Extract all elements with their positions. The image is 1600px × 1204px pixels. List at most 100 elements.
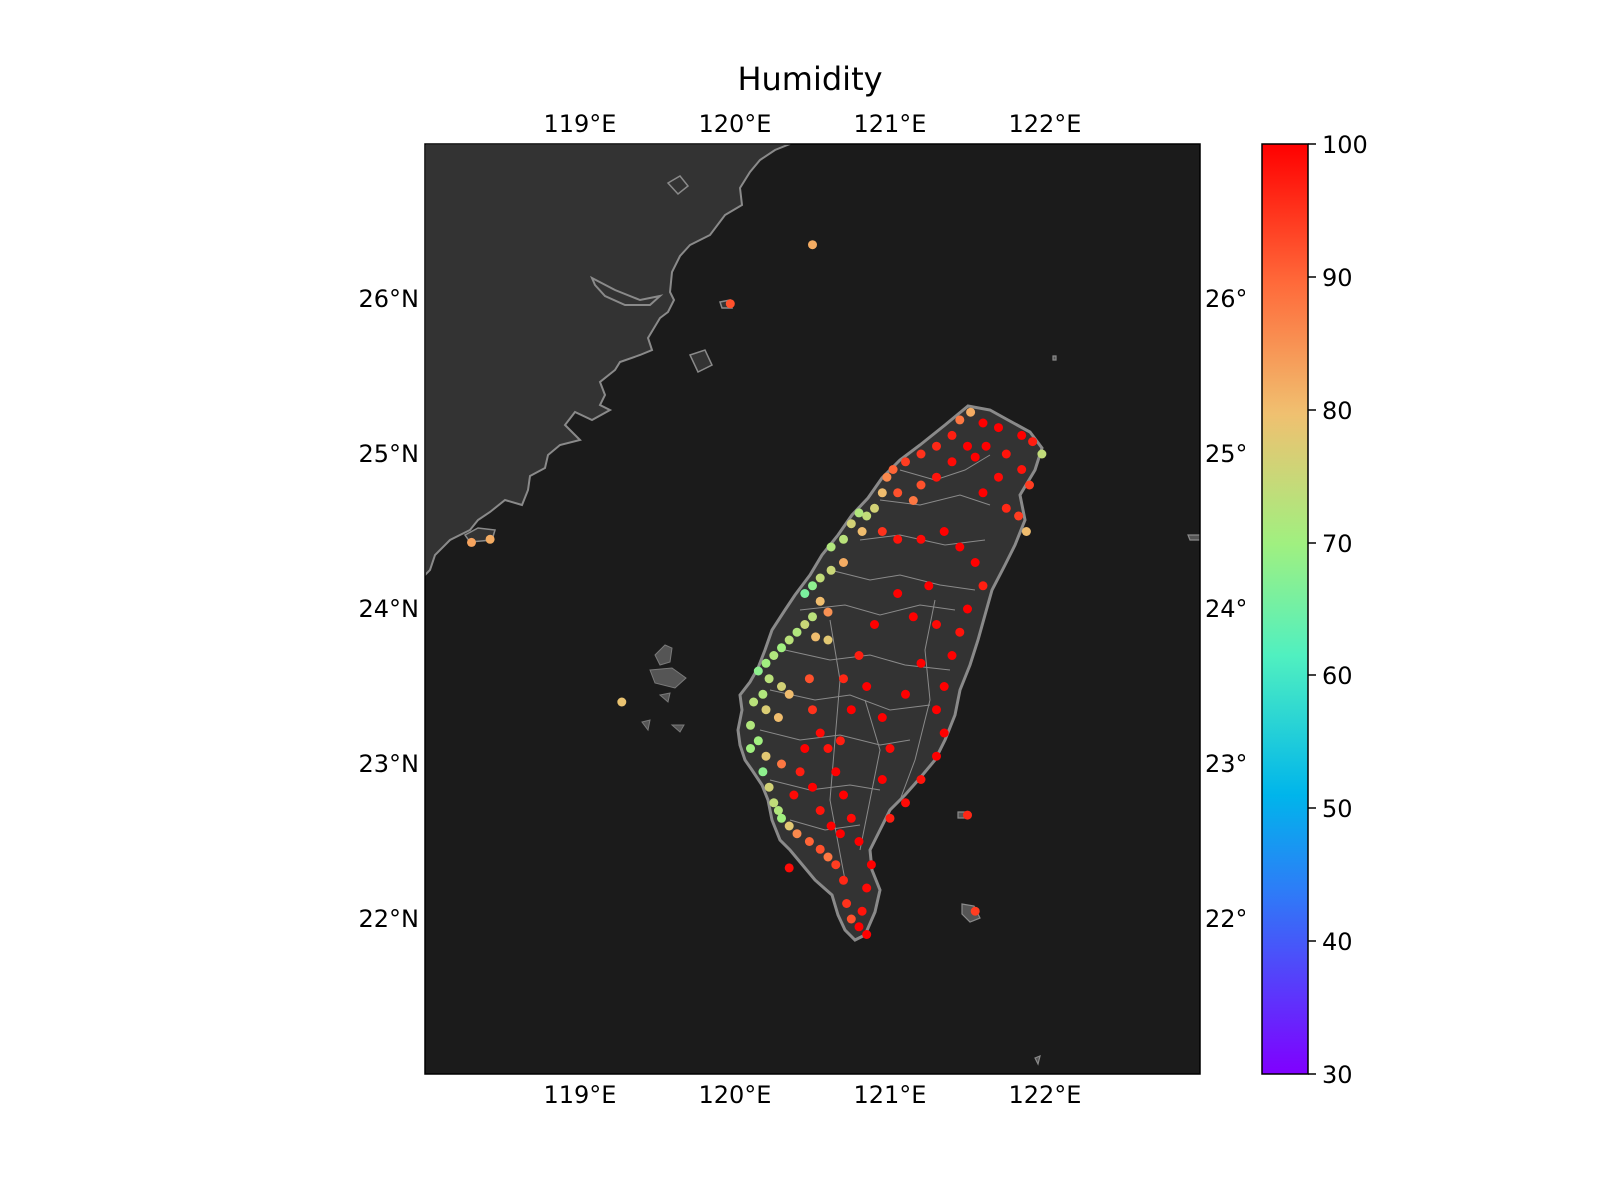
station-point-9 — [955, 415, 965, 425]
station-point-100 — [823, 852, 833, 862]
station-point-23 — [981, 441, 991, 451]
station-point-102 — [839, 875, 848, 885]
station-point-75 — [777, 643, 786, 653]
lon-tick-top-3: 121°E — [854, 110, 927, 138]
station-point-133 — [800, 744, 810, 753]
station-point-36 — [893, 488, 903, 498]
station-point-1 — [725, 299, 735, 309]
lon-tick-bottom-2: 120°E — [699, 1081, 772, 1109]
station-point-12 — [1017, 430, 1027, 440]
lon-tick-top-4: 122°E — [1009, 110, 1082, 138]
lon-tick-bottom-4: 122°E — [1009, 1081, 1082, 1109]
colorbar-tick-80: 80 — [1322, 397, 1353, 425]
station-point-37 — [877, 488, 887, 498]
station-point-104 — [846, 914, 856, 924]
station-point-113 — [831, 767, 841, 777]
station-point-16 — [932, 441, 941, 451]
station-point-58 — [932, 751, 941, 761]
station-point-50 — [970, 558, 980, 567]
station-point-51 — [978, 581, 988, 591]
station-point-84 — [761, 705, 771, 715]
station-point-117 — [804, 674, 814, 684]
station-point-125 — [916, 658, 926, 668]
station-point-13 — [1028, 437, 1038, 447]
station-point-124 — [901, 689, 910, 699]
lon-ticks-top: 119°E 120°E 121°E 122°E — [544, 110, 1082, 138]
station-point-42 — [857, 527, 867, 536]
lat-tick-left-2: 25°N — [359, 440, 420, 468]
station-point-88 — [746, 744, 755, 753]
map-title: Humidity — [737, 60, 883, 98]
station-point-72 — [811, 632, 821, 642]
station-point-4 — [617, 697, 627, 707]
station-point-98 — [804, 837, 814, 846]
station-point-61 — [885, 813, 895, 823]
station-point-45 — [877, 527, 887, 536]
station-point-28 — [978, 488, 988, 498]
station-point-62 — [839, 558, 848, 567]
colorbar-tick-50: 50 — [1322, 795, 1353, 823]
station-point-66 — [800, 589, 810, 598]
station-point-70 — [800, 620, 810, 629]
station-point-15 — [947, 430, 957, 440]
station-point-97 — [792, 829, 802, 839]
station-point-27 — [994, 472, 1003, 482]
station-point-40 — [854, 508, 864, 518]
colorbar: 100 90 80 70 60 50 40 30 — [1245, 120, 1368, 1089]
lat-tick-left-4: 23°N — [359, 750, 420, 778]
station-point-122 — [885, 744, 895, 753]
station-point-121 — [877, 713, 887, 722]
station-point-107 — [857, 906, 867, 916]
station-point-30 — [1014, 511, 1024, 521]
station-point-25 — [1017, 465, 1027, 474]
colorbar-tick-90: 90 — [1322, 264, 1353, 292]
station-point-38 — [870, 503, 879, 513]
station-point-134 — [795, 767, 805, 777]
station-point-76 — [769, 651, 779, 660]
station-point-35 — [908, 496, 918, 505]
station-point-29 — [1001, 503, 1011, 513]
station-point-31 — [1021, 527, 1031, 536]
station-point-44 — [826, 542, 836, 552]
lon-tick-top-2: 120°E — [699, 110, 772, 138]
station-point-81 — [784, 689, 794, 699]
station-point-5 — [963, 810, 972, 820]
station-point-54 — [947, 651, 957, 660]
map-frame-border — [424, 143, 1201, 1075]
station-point-32 — [947, 457, 957, 467]
station-point-87 — [753, 736, 763, 746]
station-point-64 — [815, 573, 825, 583]
station-point-118 — [854, 651, 864, 660]
station-point-131 — [846, 705, 856, 715]
station-point-128 — [924, 581, 934, 591]
station-point-60 — [901, 798, 910, 808]
county-boundaries — [759, 454, 991, 881]
station-point-0 — [808, 240, 817, 250]
station-point-53 — [955, 627, 965, 637]
station-point-6 — [970, 906, 980, 916]
station-point-126 — [908, 612, 918, 622]
station-point-106 — [862, 930, 872, 939]
station-point-57 — [939, 728, 949, 738]
colorbar-tick-40: 40 — [1322, 928, 1353, 956]
station-point-127 — [893, 589, 903, 598]
lat-tick-left-3: 24°N — [359, 595, 420, 623]
station-point-18 — [901, 457, 910, 467]
station-point-138 — [826, 821, 836, 831]
station-point-67 — [815, 596, 825, 606]
station-point-63 — [826, 565, 836, 575]
station-point-96 — [784, 821, 794, 831]
station-point-48 — [939, 527, 949, 536]
station-point-41 — [846, 519, 856, 529]
station-point-39 — [862, 511, 872, 521]
station-point-114 — [823, 744, 833, 753]
coast-island-1 — [666, 175, 690, 196]
station-point-115 — [815, 728, 825, 738]
station-point-93 — [769, 798, 779, 808]
station-point-136 — [808, 782, 817, 792]
station-point-116 — [808, 705, 817, 715]
lon-tick-bottom-1: 119°E — [544, 1081, 617, 1109]
lon-tick-top-1: 119°E — [544, 110, 617, 138]
station-point-90 — [777, 759, 786, 769]
